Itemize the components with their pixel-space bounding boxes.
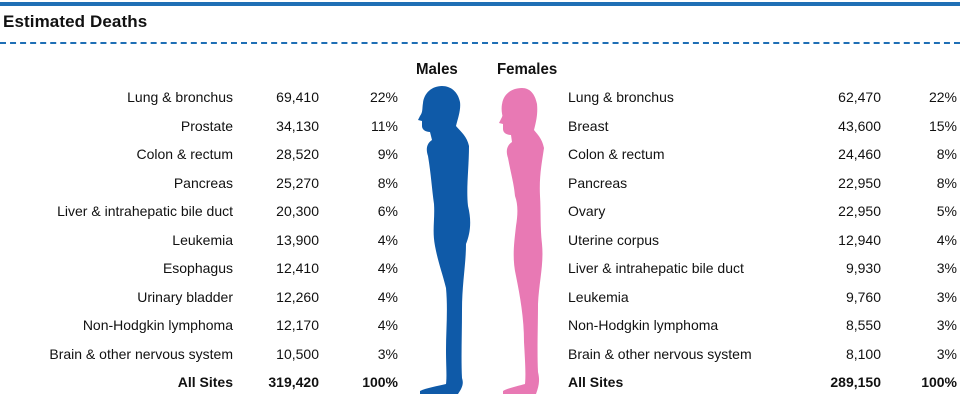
male-percent: 4% [377,317,398,333]
female-site-label: Liver & intrahepatic bile duct [568,260,744,276]
female-count: 43,600 [838,118,881,134]
female-site-label: Brain & other nervous system [568,346,752,362]
male-count: 12,260 [276,289,319,305]
table-row: Esophagus 12,410 4% Liver & intrahepatic… [0,257,960,279]
male-count: 13,900 [276,232,319,248]
female-count: 22,950 [838,175,881,191]
female-count: 22,950 [838,203,881,219]
male-percent: 4% [377,260,398,276]
female-percent: 8% [936,175,957,191]
male-count: 69,410 [276,89,319,105]
male-site-label: Esophagus [162,260,233,276]
table-row: Brain & other nervous system 10,500 3% B… [0,343,960,365]
male-percent: 8% [377,175,398,191]
female-percent: 3% [936,260,957,276]
male-site-label: Prostate [180,118,233,134]
female-total-label: All Sites [568,374,624,390]
table-row: Non-Hodgkin lymphoma 12,170 4% Non-Hodgk… [0,314,960,336]
male-count: 28,520 [276,146,319,162]
female-percent: 5% [936,203,957,219]
male-site-label: Colon & rectum [136,146,233,162]
female-count: 9,930 [845,260,881,276]
male-site-label: Leukemia [172,232,233,248]
male-site-label: Brain & other nervous system [49,346,233,362]
table-row: Prostate 34,130 11% Breast 43,600 15% [0,115,960,137]
male-total-count: 319,420 [268,374,319,390]
male-site-label: Lung & bronchus [127,89,233,105]
dashed-divider [0,42,960,44]
male-percent: 4% [377,232,398,248]
male-count: 25,270 [276,175,319,191]
female-percent: 22% [928,89,957,105]
female-total-count: 289,150 [830,374,881,390]
table-row: Leukemia 13,900 4% Uterine corpus 12,940… [0,229,960,251]
female-hair-shape [501,104,514,132]
total-row: All Sites 319,420 100% All Sites 289,150… [0,371,960,393]
female-site-label: Lung & bronchus [568,89,674,105]
female-percent: 8% [936,146,957,162]
male-total-label: All Sites [177,374,233,390]
female-count: 8,550 [845,317,881,333]
females-header: Females [497,61,558,78]
female-count: 8,100 [845,346,881,362]
female-count: 9,760 [845,289,881,305]
male-count: 20,300 [276,203,319,219]
female-percent: 3% [936,346,957,362]
section-title: Estimated Deaths [3,12,148,31]
female-percent: 15% [928,118,957,134]
female-site-label: Non-Hodgkin lymphoma [568,317,719,333]
female-body-shape [499,88,544,394]
male-count: 10,500 [276,346,319,362]
female-count: 62,470 [838,89,881,105]
female-percent: 3% [936,289,957,305]
female-site-label: Breast [568,118,609,134]
male-percent: 11% [371,118,398,134]
male-body-shape [418,86,471,394]
table-row: Colon & rectum 28,520 9% Colon & rectum … [0,143,960,165]
male-site-label: Non-Hodgkin lymphoma [82,317,233,333]
male-site-label: Pancreas [173,175,233,191]
male-count: 12,410 [276,260,319,276]
female-site-label: Ovary [568,203,606,219]
table-row: Urinary bladder 12,260 4% Leukemia 9,760… [0,286,960,308]
female-silhouette-icon [499,88,544,394]
female-percent: 3% [936,317,957,333]
male-percent: 22% [369,89,398,105]
male-percent: 9% [377,146,398,162]
female-count: 24,460 [838,146,881,162]
female-count: 12,940 [838,232,881,248]
table-row: Lung & bronchus 69,410 22% Lung & bronch… [0,86,960,108]
male-site-label: Liver & intrahepatic bile duct [57,203,233,219]
female-site-label: Uterine corpus [568,232,660,248]
male-percent: 4% [377,289,398,305]
male-percent: 3% [377,346,398,362]
top-rule [0,2,960,6]
female-total-percent: 100% [921,374,957,390]
table-row: Liver & intrahepatic bile duct 20,300 6%… [0,200,960,222]
male-count: 34,130 [276,118,319,134]
female-site-label: Colon & rectum [568,146,665,162]
male-percent: 6% [377,203,398,219]
female-site-label: Pancreas [568,175,628,191]
males-header: Males [416,61,458,78]
male-count: 12,170 [276,317,319,333]
female-percent: 4% [936,232,957,248]
table-row: Pancreas 25,270 8% Pancreas 22,950 8% [0,172,960,194]
male-silhouette-icon [418,86,471,394]
male-total-percent: 100% [362,374,398,390]
male-site-label: Urinary bladder [137,289,233,305]
female-site-label: Leukemia [568,289,629,305]
